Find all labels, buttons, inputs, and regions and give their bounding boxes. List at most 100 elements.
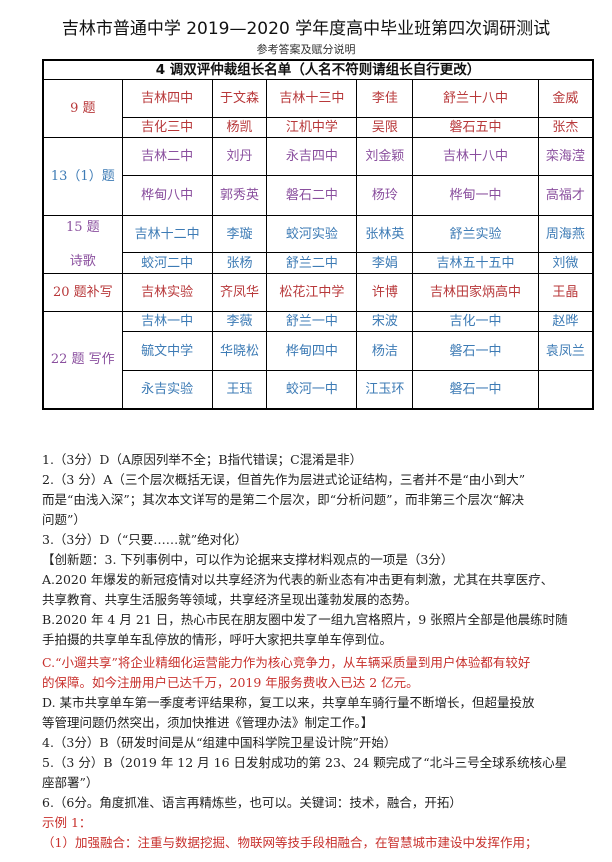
school-cell: 吉林十八中 <box>412 137 539 176</box>
school-cell: 磐石五中 <box>412 117 539 138</box>
school-cell: 舒兰二中 <box>266 252 358 274</box>
text-line: D. 某市共享单车第一季度考评结果称，复工以来，共享单车骑行量不断增长，但超量投… <box>42 695 535 710</box>
text-line: 座部署”） <box>42 775 99 790</box>
school-cell: 永吉实验 <box>121 370 213 409</box>
school-cell: 蛟河二中 <box>121 252 213 274</box>
leader-name-cell: 栾海滢 <box>537 137 594 176</box>
leader-name-cell: 王珏 <box>211 370 268 409</box>
leader-name-cell: 李薇 <box>211 311 268 332</box>
school-cell: 磐石一中 <box>412 331 539 371</box>
table-row: 20 题补写 吉林实验 齐凤华 松花江中学 许博 吉林田家炳高中 王晶 <box>42 273 594 312</box>
document-subtitle: 参考答案及赋分说明 <box>256 43 356 56</box>
text-line: 2.（3 分）A（三个层次概括无误，但首先作为层进式论证结构，三者并不是“由小到… <box>42 472 526 487</box>
leader-name-cell: 周海燕 <box>537 215 594 253</box>
leader-name-cell: 金威 <box>537 79 594 118</box>
leader-name-cell: 吴限 <box>356 117 414 138</box>
leader-name-cell: 李璇 <box>211 215 268 253</box>
leader-name-cell: 许博 <box>356 273 414 312</box>
table-row: 永吉实验 王珏 蛟河一中 江玉环 磐石一中 <box>43 370 594 409</box>
school-cell: 松花江中学 <box>266 273 358 312</box>
text-line: 【创新题：3. 下列事例中，可以作为论据来支撑材料观点的一项是（3分） <box>42 552 454 567</box>
text-line: 3.（3分）D（“只要……就”绝对化） <box>42 532 248 547</box>
leader-name-cell: 刘微 <box>537 252 594 274</box>
leader-name-cell: 刘金颖 <box>356 137 414 176</box>
table-row: 22 题 写作 吉林一中 李薇 舒兰一中 宋波 吉化一中 赵晔 <box>42 311 594 409</box>
text-line: 问题”） <box>42 512 86 527</box>
question-label: 22 题 写作 <box>42 311 123 409</box>
school-cell: 磐石一中 <box>412 370 539 409</box>
school-cell: 吉化一中 <box>412 311 539 332</box>
school-cell: 吉林四中 <box>121 79 213 118</box>
answer-text: 1.（3分）D（A原因列举不全；B指代错误；C混淆是非） 2.（3 分）A（三个层… <box>42 450 582 853</box>
leader-name-cell: 李佳 <box>356 79 414 118</box>
text-line: B.2020 年 4 月 21 日，热心市民在朋友圈中发了一组九宫格照片，9 张… <box>42 612 568 627</box>
school-cell: 吉林实验 <box>121 273 213 312</box>
document-title: 吉林市普通中学 2019—2020 学年度高中毕业班第四次调研测试 <box>61 19 551 39</box>
text-line: 等管理问题仍然突出，须加快推进《管理办法》制定工作。】 <box>42 715 374 730</box>
table-row: 9 题吉林四中 于文森 吉林十三中 李佳 舒兰十八中 金威 <box>42 79 594 138</box>
school-cell: 桦甸四中 <box>266 331 358 371</box>
leader-name-cell: 江玉环 <box>356 370 414 409</box>
arbitration-leader-table: 4 调双评仲裁组长名单（人名不符则请组长自行更改） 9 题吉林四中 于文森 吉林十三… <box>42 59 594 410</box>
text-line: 示例 1： <box>42 815 92 830</box>
school-cell: 吉林十三中 <box>266 79 358 118</box>
question-label: 9 题 <box>42 79 123 138</box>
leader-name-cell: 杨凯 <box>211 117 268 138</box>
school-cell: 舒兰实验 <box>412 215 539 253</box>
question-label: 20 题补写 <box>42 273 123 312</box>
school-cell: 舒兰十八中 <box>412 79 539 118</box>
text-line: A.2020 年爆发的新冠疫情对以共享经济为代表的新业态有冲击更有刺激，尤其在共… <box>42 572 554 587</box>
leader-name-cell <box>537 370 594 409</box>
table-row: 吉化三中 杨凯 江机中学 吴限 磐石五中 张杰 <box>43 117 594 138</box>
table-row: 13（1）题 吉林二中 刘丹 永吉四中 刘金颖 吉林十八中 栾海滢 <box>42 137 594 216</box>
leader-name-cell: 袁凤兰 <box>537 331 594 371</box>
text-line: 而是“由浅入深”；其次本文详写的是第二个层次，即“分析问题”，而非第三个层次“解… <box>42 492 524 507</box>
text-line: 6.（6分。角度抓准、语言再精炼些，也可以。关键词：技术，融合，开拓） <box>42 795 462 810</box>
table-row: 毓文中学 华晓松 桦甸四中 杨洁 磐石一中 袁凤兰 <box>43 331 594 371</box>
text-line: C.“小遛共享”将企业精细化运营能力作为核心竞争力，从车辆采质量到用户体验都有较… <box>42 655 531 670</box>
leader-name-cell: 高福才 <box>537 175 594 216</box>
school-cell: 吉林十二中 <box>121 215 213 253</box>
question-label: 13（1）题 <box>42 137 123 216</box>
school-cell: 舒兰一中 <box>266 311 358 332</box>
school-cell: 毓文中学 <box>121 331 213 371</box>
leader-name-cell: 郭秀英 <box>211 175 268 216</box>
leader-name-cell: 王晶 <box>537 273 594 312</box>
text-line: 1.（3分）D（A原因列举不全；B指代错误；C混淆是非） <box>42 452 363 467</box>
school-cell: 吉林二中 <box>121 137 213 176</box>
table-row: 15 题 诗歌 吉林十二中 李璇 蛟河实验 张林英 舒兰实验 周海燕 <box>42 215 594 274</box>
leader-name-cell: 杨洁 <box>356 331 414 371</box>
question-label: 15 题 诗歌 <box>42 215 123 274</box>
school-cell: 吉林田家炳高中 <box>412 273 539 312</box>
text-line: 5.（3 分）B（2019 年 12 月 16 日发射成功的第 23、24 颗完… <box>42 755 568 770</box>
text-line: 4.（3分）B（研发时间是从“组建中国科学院卫星设计院”开始） <box>42 735 397 750</box>
leader-name-cell: 于文森 <box>211 79 268 118</box>
leader-name-cell: 张杰 <box>537 117 594 138</box>
text-line: 共享教育、共享生活服务等领域，共享经济呈现出蓬勃发展的态势。 <box>42 592 418 607</box>
school-cell: 江机中学 <box>266 117 358 138</box>
leader-name-cell: 李娟 <box>356 252 414 274</box>
school-cell: 吉林五十五中 <box>412 252 539 274</box>
school-cell: 桦甸一中 <box>412 175 539 216</box>
text-line: 的保障。如今注册用户已达千万，2019 年服务费收入已达 2 亿元。 <box>42 675 419 690</box>
school-cell: 磐石二中 <box>266 175 358 216</box>
leader-name-cell: 杨玲 <box>356 175 414 216</box>
text-line: （1）加强融合：注重与数据挖掘、物联网等技手段相融合，在智慧城市建设中发挥作用； <box>42 835 538 850</box>
leader-name-cell: 张林英 <box>356 215 414 253</box>
school-cell: 吉化三中 <box>121 117 213 138</box>
leader-name-cell: 刘丹 <box>211 137 268 176</box>
text-line: 手拍摄的共享单车乱停放的情形，呼吁大家把共享单车停到位。 <box>42 632 393 647</box>
leader-name-cell: 宋波 <box>356 311 414 332</box>
leader-name-cell: 齐凤华 <box>211 273 268 312</box>
leader-name-cell: 张杨 <box>211 252 268 274</box>
school-cell: 蛟河实验 <box>266 215 358 253</box>
school-cell: 蛟河一中 <box>266 370 358 409</box>
table-caption: 4 调双评仲裁组长名单（人名不符则请组长自行更改） <box>42 59 594 80</box>
leader-name-cell: 华晓松 <box>211 331 268 371</box>
table-row: 桦甸八中 郭秀英 磐石二中 杨玲 桦甸一中 高福才 <box>43 175 594 216</box>
school-cell: 桦甸八中 <box>121 175 213 216</box>
school-cell: 永吉四中 <box>266 137 358 176</box>
table-row: 蛟河二中 张杨 舒兰二中 李娟 吉林五十五中 刘微 <box>43 252 594 274</box>
leader-name-cell: 赵晔 <box>537 311 594 332</box>
